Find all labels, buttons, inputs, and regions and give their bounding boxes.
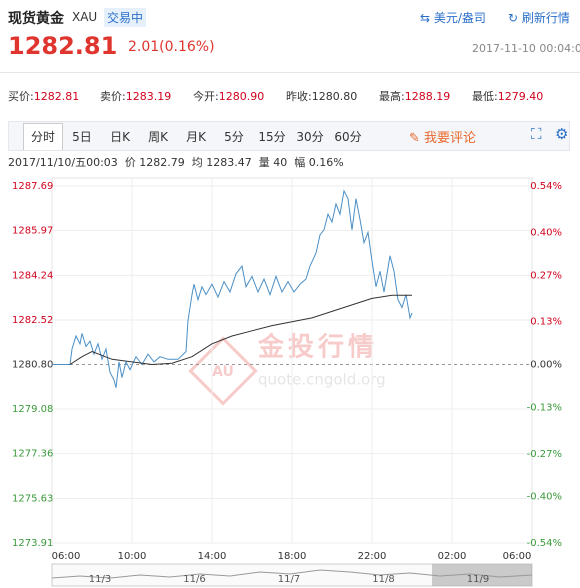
y2-tick-label: -0.13%	[527, 402, 562, 413]
info-line: 2017/11/10/五00:03 价 1282.79 均 1283.47 量 40 幅…	[8, 154, 351, 170]
code: XAU	[72, 10, 98, 24]
watermark-title: 金投行情	[257, 332, 378, 363]
y-tick-label: 1284.24	[12, 270, 53, 281]
y2-tick-label: -0.54%	[527, 538, 562, 549]
stat: 今开:1280.90	[193, 88, 286, 104]
watermark-badge-frame	[188, 336, 258, 406]
divider	[0, 72, 580, 73]
x-tick-label: 02:00	[438, 551, 467, 562]
stats: 买价:1282.81 卖价:1283.19 今开:1280.90 昨收:1280.80…	[8, 88, 565, 104]
x-tick-label: 22:00	[358, 551, 387, 562]
tab[interactable]: 30分	[296, 130, 324, 144]
series-line	[52, 189, 413, 388]
stat-value: 1288.19	[404, 90, 451, 103]
timestamp: 2017-11-10 00:04:01	[472, 42, 580, 55]
stat-value: 1279.40	[497, 90, 544, 103]
stat: 买价:1282.81	[8, 88, 100, 104]
watermark: AU 金投行情 quote.cngold.org	[188, 332, 386, 406]
y-tick-label: 1275.63	[12, 493, 53, 504]
status: 交易中	[104, 8, 147, 27]
navigator	[51, 563, 533, 587]
stat: 卖价:1283.19	[100, 88, 193, 104]
y-tick-label: 1277.36	[12, 449, 53, 460]
change: 2.01(0.16%)	[128, 39, 215, 55]
stat-value: 1282.81	[33, 90, 80, 103]
icon: ↻	[508, 11, 522, 25]
info-item: 均 1283.47	[191, 156, 252, 169]
tab-bar: 分时 5日 日K 周K 月K 5分 15分 30分 60分 ✎ 我要评论 ⛶ ⚙	[8, 121, 570, 151]
tab[interactable]: 分时	[23, 123, 63, 150]
tab[interactable]: 月K	[186, 130, 206, 144]
icon: ⇆	[420, 11, 434, 25]
tab[interactable]: 日K	[110, 130, 130, 144]
comment-label: 我要评论	[424, 131, 477, 146]
grid	[51, 177, 533, 544]
stat-value: 1283.19	[125, 90, 172, 103]
info-item: 幅 0.16%	[294, 156, 344, 169]
navigator-label: 11/8	[372, 574, 394, 585]
x-tick-label: 06:00	[52, 551, 81, 562]
stat: 最低:1279.40	[472, 88, 565, 104]
comment[interactable]: ✎ 我要评论	[409, 127, 476, 146]
price: 1282.81	[8, 32, 118, 60]
fullscreen[interactable]: ⛶	[531, 125, 542, 143]
series-line	[69, 294, 412, 366]
x-tick-label: 10:00	[118, 551, 147, 562]
y-tick-label: 1282.52	[12, 315, 53, 326]
navigator-line	[51, 569, 533, 579]
navigator-label: 11/6	[183, 574, 205, 585]
y2-tick-label: 0.40%	[530, 227, 562, 238]
y2-tick-label: 0.13%	[530, 317, 562, 328]
tab[interactable]: 60分	[334, 130, 362, 144]
icon: ✎	[409, 131, 425, 146]
stat: 昨收:1280.80	[286, 88, 379, 104]
y-tick-label: 1280.80	[12, 360, 53, 371]
settings[interactable]: ⚙	[555, 125, 569, 143]
y2-tick-label: -0.40%	[527, 492, 562, 503]
info-item: 价 1282.79	[124, 156, 185, 169]
y2-tick-label: 0.27%	[530, 270, 562, 281]
x-tick-label: 14:00	[198, 551, 227, 562]
y-tick-label: 1279.08	[12, 404, 53, 415]
title: 现货黄金	[8, 11, 64, 27]
watermark-url: quote.cngold.org	[258, 371, 386, 389]
refresh-label: 刷新行情	[521, 11, 570, 25]
unit-toggle[interactable]: ⇆ 美元/盎司	[420, 9, 486, 26]
x-tick-label: 18:00	[278, 551, 307, 562]
unit: 美元/盎司	[433, 11, 486, 25]
tab[interactable]: 周K	[148, 130, 168, 144]
refresh[interactable]: ↻ 刷新行情	[508, 9, 570, 26]
y2-tick-label: -0.27%	[527, 449, 562, 460]
watermark-badge: AU	[212, 364, 234, 380]
tab[interactable]: 5日	[72, 130, 92, 144]
navigator-label: 11/9	[467, 574, 489, 585]
stat: 最高:1288.19	[379, 88, 472, 104]
stat-label: 买价:	[8, 90, 34, 103]
tab[interactable]: 15分	[258, 130, 286, 144]
y-tick-label: 1285.97	[12, 226, 53, 237]
stat-value: 1280.90	[218, 90, 265, 103]
y-tick-label: 1273.91	[12, 538, 53, 549]
tab[interactable]: 5分	[224, 130, 244, 144]
navigator-label: 11/7	[278, 574, 300, 585]
y2-tick-label: 0.54%	[530, 181, 562, 192]
stat-label: 最低:	[472, 90, 498, 103]
info-item: 2017/11/10/五00:03	[8, 156, 118, 169]
stat-value: 1280.80	[311, 90, 358, 103]
stat-label: 最高:	[379, 90, 405, 103]
y-tick-label: 1287.69	[12, 181, 53, 192]
info-item: 量 40	[258, 156, 288, 169]
stat-label: 昨收:	[286, 90, 312, 103]
x-tick-label: 06:00	[503, 551, 532, 562]
navigator-label: 11/3	[89, 574, 111, 585]
y2-tick-label: 0.00%	[530, 360, 562, 371]
tabs: 分时 5日 日K 周K 月K 5分 15分 30分 60分	[23, 123, 367, 150]
stat-label: 今开:	[193, 90, 219, 103]
stat-label: 卖价:	[100, 90, 126, 103]
